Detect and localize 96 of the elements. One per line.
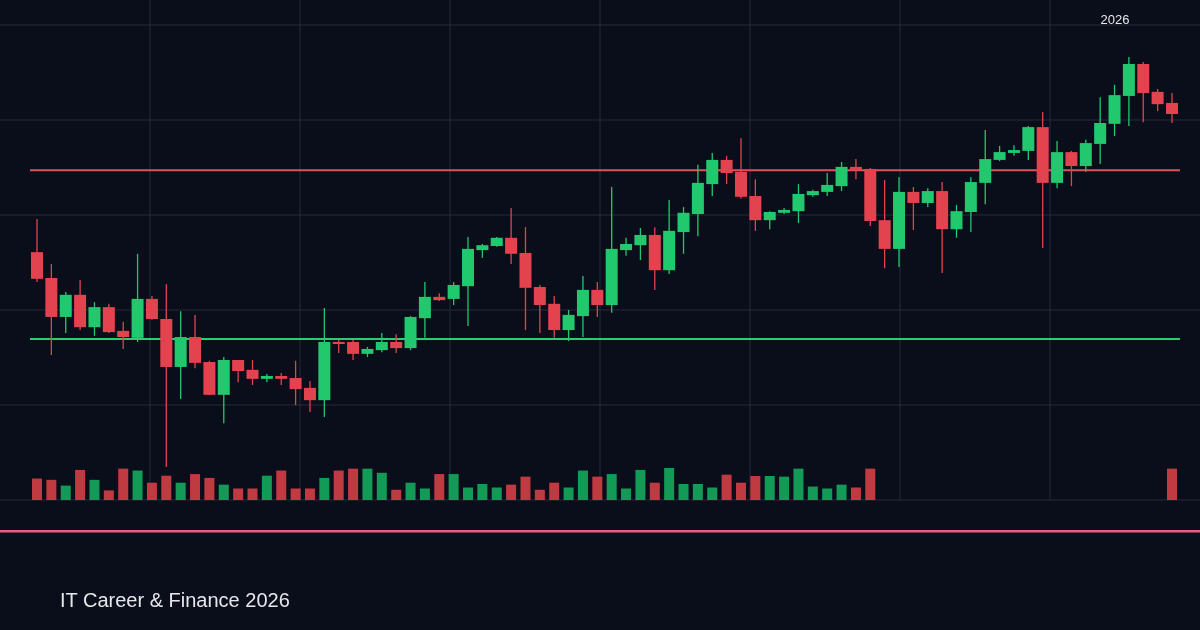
- bar: [75, 469, 86, 500]
- bar: [534, 489, 545, 500]
- candlestick: [634, 227, 647, 261]
- candlestick: [260, 373, 273, 383]
- bar: [577, 470, 588, 500]
- bar: [664, 468, 675, 500]
- bar: [46, 479, 57, 500]
- bar: [448, 474, 459, 500]
- candlestick: [59, 291, 72, 334]
- bar: [161, 475, 172, 500]
- bar: [735, 482, 746, 500]
- bar: [491, 487, 502, 500]
- bar: [563, 487, 574, 500]
- bar: [721, 474, 732, 500]
- candlestick: [821, 172, 834, 197]
- candlestick: [835, 161, 848, 192]
- candlestick: [720, 155, 733, 185]
- bar: [635, 469, 646, 500]
- candlestick: [849, 158, 862, 180]
- candlestick: [591, 281, 604, 318]
- candlestick: [145, 295, 158, 321]
- bar: [276, 470, 287, 500]
- candlestick: [950, 204, 963, 239]
- candlestick: [303, 380, 316, 413]
- candlestick: [347, 339, 360, 361]
- bar: [477, 484, 488, 500]
- candlestick: [1007, 144, 1020, 157]
- bar: [606, 474, 617, 500]
- candlestick: [763, 210, 776, 230]
- bar: [103, 490, 114, 500]
- text: 2026: [1100, 12, 1130, 27]
- bar: [692, 484, 703, 500]
- bar: [649, 482, 660, 500]
- bar: [621, 488, 632, 500]
- bar: [750, 476, 761, 500]
- bar: [376, 472, 387, 500]
- candlestick: [1094, 96, 1107, 165]
- bar: [865, 468, 876, 500]
- candlestick: [907, 186, 920, 231]
- bar: [32, 478, 42, 500]
- bar: [822, 488, 833, 500]
- bar: [836, 484, 847, 500]
- bar: [520, 476, 531, 500]
- bar: [290, 488, 301, 500]
- bar: [118, 468, 129, 500]
- bar: [405, 482, 416, 500]
- bar: [434, 474, 445, 500]
- candlestick: [792, 183, 805, 224]
- bar: [132, 470, 143, 500]
- bar: [190, 474, 201, 500]
- bar: [204, 477, 215, 500]
- candlestick: [505, 207, 518, 265]
- bar: [592, 476, 603, 500]
- bar: [233, 488, 244, 500]
- bar: [391, 489, 402, 500]
- bar: [549, 482, 560, 500]
- candlestick: [533, 284, 546, 334]
- bar: [146, 482, 157, 500]
- bar: [850, 487, 861, 500]
- candlestick: [979, 129, 992, 205]
- bar: [419, 488, 430, 500]
- bar: [89, 479, 100, 500]
- candlestick: [1166, 92, 1178, 124]
- bar: [261, 475, 272, 500]
- candlestick: [1065, 150, 1078, 187]
- candlestick: [246, 359, 259, 386]
- candlestick: [88, 301, 101, 337]
- bar: [218, 484, 229, 500]
- bar: [175, 482, 186, 500]
- candlestick: [447, 281, 460, 306]
- text: IT Career & Finance 2026: [60, 589, 290, 611]
- bar: [247, 488, 258, 500]
- bar: [60, 485, 71, 500]
- candlestick: [390, 333, 403, 354]
- candlestick: [117, 321, 130, 350]
- bar: [362, 468, 373, 500]
- bar: [333, 470, 344, 500]
- bar: [707, 487, 718, 500]
- bar: [304, 488, 315, 500]
- bar: [779, 476, 790, 500]
- candlestick: [921, 187, 934, 208]
- candlestick: [1151, 88, 1164, 112]
- bar: [506, 484, 517, 500]
- bar: [793, 468, 804, 500]
- bar: [764, 476, 775, 500]
- bar: [678, 484, 689, 500]
- bar: [1167, 468, 1177, 500]
- bar: [807, 486, 818, 500]
- candlestick: [620, 237, 633, 257]
- bar: [348, 468, 359, 500]
- bar: [463, 487, 474, 500]
- candlestick: [1022, 125, 1035, 161]
- bar: [319, 477, 330, 500]
- candlestick: [1079, 139, 1092, 173]
- candlestick: [289, 360, 302, 406]
- candlestick: [677, 206, 690, 255]
